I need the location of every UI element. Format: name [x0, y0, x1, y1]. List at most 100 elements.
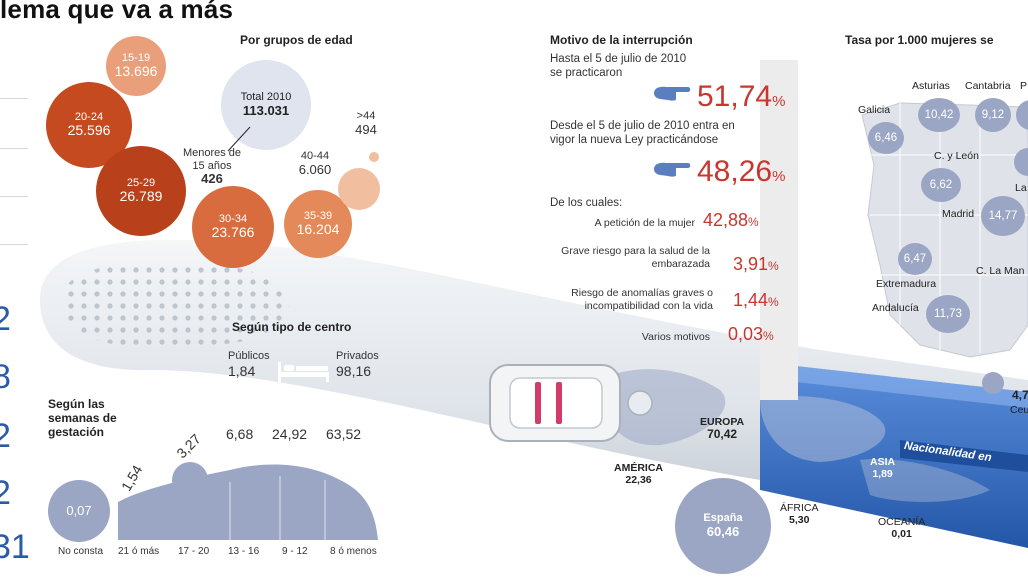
- week-label: 21 ó más: [118, 546, 160, 557]
- age-bubble: 15-19 13.696: [106, 36, 166, 96]
- left-number: 2: [0, 300, 11, 338]
- week-value: 63,52: [326, 426, 362, 442]
- region-bubble: 9,12: [975, 98, 1011, 132]
- bed-icon: [278, 362, 329, 382]
- semanas-heading: Según las semanas de gestación: [48, 397, 117, 439]
- continent-value: 5,30: [789, 514, 810, 527]
- region-bubble: [1016, 100, 1028, 130]
- under15-label: Menores de 15 años 426: [177, 147, 247, 187]
- publicos-text: Públicos: [228, 350, 270, 362]
- region-label: Madrid: [942, 208, 975, 220]
- total-label: Total 2010: [240, 91, 292, 104]
- sub-pct: 0,03%: [728, 324, 774, 344]
- age-value: 25.596: [67, 122, 111, 139]
- region-bubble: 6,47: [898, 243, 932, 275]
- age-bubble: 25-29 26.789: [96, 146, 186, 236]
- age-value: 23.766: [211, 224, 255, 241]
- continent-value: 0,01: [891, 528, 912, 541]
- sub-pct: 42,88%: [703, 210, 759, 230]
- age-outside-label: >44 494: [346, 110, 386, 138]
- region-label: C. La Man: [976, 265, 1025, 277]
- under15-value: 426: [201, 171, 223, 187]
- no-consta-value: 0,07: [66, 503, 92, 519]
- age-heading: Por grupos de edad: [240, 33, 353, 47]
- sub-label: Grave riesgo para la salud de la embaraz…: [561, 245, 710, 270]
- continent-label: EUROPA 70,42: [700, 416, 744, 442]
- continent-value: 1,89: [872, 468, 893, 481]
- region-bubble: 6,46: [868, 122, 904, 154]
- age-value: 26.789: [119, 188, 163, 205]
- no-consta-bubble: 0,07: [48, 480, 110, 542]
- left-number: 2: [0, 474, 11, 512]
- motivo-pct1: 51,74%: [697, 80, 786, 113]
- week-value: 6,68: [226, 426, 254, 442]
- motivo-pct2: 48,26%: [697, 155, 786, 188]
- under15-text: Menores de 15 años: [182, 147, 242, 172]
- pointing-hand-icon: [654, 162, 691, 177]
- publicos-value: 1,84: [228, 362, 256, 379]
- age-bubble-tiny: [369, 152, 379, 162]
- continent-label: OCEANÍA 0,01: [878, 516, 925, 540]
- tasa-heading: Tasa por 1.000 mujeres se: [845, 33, 994, 47]
- age-bubble: 20-24 25.596: [46, 82, 132, 168]
- week-label: 9 - 12: [282, 546, 308, 557]
- fetus-area-chart: [118, 462, 378, 540]
- motivo-line1: Hasta el 5 de julio de 2010 se practicar…: [550, 53, 687, 79]
- total-bubble: Total 2010 113.031: [221, 60, 311, 150]
- age-label: >44: [356, 110, 376, 122]
- left-number: 2: [0, 417, 11, 455]
- total-value: 113.031: [242, 102, 290, 118]
- privados-value: 98,16: [336, 362, 372, 379]
- left-number: 8: [0, 358, 11, 396]
- age-value: 13.696: [114, 63, 158, 80]
- week-label: 17 - 20: [178, 546, 210, 557]
- week-label: 13 - 16: [228, 546, 260, 557]
- age-label: 35-39: [303, 209, 333, 222]
- age-label: 15-19: [121, 51, 151, 64]
- age-bubble: 30-34 23.766: [192, 186, 274, 268]
- continent-name: ASIA: [870, 456, 896, 468]
- continent-label: ÁFRICA 5,30: [780, 502, 819, 526]
- region-bubble: 11,73: [926, 295, 970, 333]
- continent-label: ASIA 1,89: [870, 456, 895, 480]
- region-label: Cantabria: [965, 80, 1011, 92]
- sub-pct: 3,91%: [733, 254, 779, 274]
- age-value: 494: [355, 121, 377, 137]
- age-label: 40-44: [300, 150, 330, 162]
- motivo-line2: Desde el 5 de julio de 2010 entra en vig…: [550, 120, 735, 146]
- espana-bubble: España 60,46: [675, 478, 771, 574]
- age-label: 25-29: [126, 176, 156, 189]
- age-bubble-small: [338, 168, 380, 210]
- region-label: Extremadura: [876, 278, 937, 290]
- centro-heading: Según tipo de centro: [232, 320, 352, 334]
- continent-value: 70,42: [707, 427, 738, 442]
- region-label: P: [1020, 80, 1028, 92]
- left-number: 31: [0, 528, 30, 566]
- de-los-cuales: De los cuales:: [550, 197, 623, 209]
- publicos-label: Públicos 1,84: [228, 350, 270, 379]
- region-label: La: [1015, 182, 1027, 194]
- continent-name: EUROPA: [700, 416, 745, 428]
- age-label: 30-34: [218, 212, 248, 225]
- region-bubble-ceuta: [982, 372, 1004, 394]
- region-bubble: 14,77: [981, 196, 1025, 236]
- privados-label: Privados 98,16: [336, 350, 379, 379]
- region-bubble: 10,42: [918, 98, 960, 132]
- week-label: No consta: [58, 546, 104, 557]
- region-value: 4,7: [1012, 388, 1028, 402]
- page-title: lema que va a más: [0, 0, 234, 24]
- age-value: 6.060: [298, 161, 332, 177]
- continent-name: AMÉRICA: [614, 462, 663, 474]
- region-bubble: [1014, 148, 1028, 176]
- privados-text: Privados: [336, 350, 379, 362]
- continent-name: ÁFRICA: [780, 502, 819, 514]
- continent-value: 22,36: [625, 474, 652, 487]
- continent-value: 60,46: [706, 523, 740, 539]
- sub-label: Riesgo de anomalías graves o incompatibi…: [571, 287, 713, 312]
- motivo-heading: Motivo de la interrupción: [550, 33, 693, 47]
- age-outside-label: 40-44 6.060: [290, 150, 340, 178]
- continent-name: España: [703, 512, 743, 525]
- continent-name: OCEANÍA: [878, 516, 926, 528]
- region-label: Andalucía: [872, 302, 919, 314]
